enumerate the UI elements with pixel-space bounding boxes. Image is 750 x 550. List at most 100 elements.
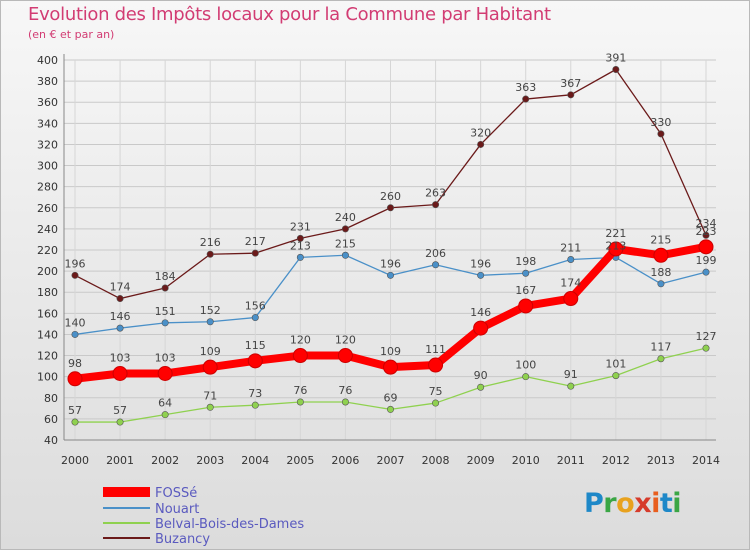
y-tick-label: 220 — [37, 244, 58, 257]
data-label: 240 — [335, 211, 356, 224]
data-label: 223 — [696, 225, 717, 238]
data-point — [702, 344, 710, 352]
data-point — [296, 234, 304, 242]
data-point — [202, 359, 218, 375]
chart-subtitle: (en € et par an) — [28, 28, 115, 41]
chart-title: Evolution des Impôts locaux pour la Comm… — [28, 4, 551, 25]
x-tick-label: 2004 — [241, 454, 269, 467]
data-point — [247, 353, 263, 369]
data-point — [653, 247, 669, 263]
data-label: 213 — [605, 239, 626, 252]
data-label: 90 — [474, 369, 488, 382]
data-point — [161, 284, 169, 292]
proxiti-logo: Proxiti — [584, 488, 682, 519]
data-label: 221 — [605, 227, 626, 240]
y-tick-label: 360 — [37, 96, 58, 109]
data-point — [657, 355, 665, 363]
logo-letter: t — [659, 488, 673, 519]
data-point — [206, 403, 214, 411]
data-point — [251, 314, 259, 322]
data-label: 111 — [425, 343, 446, 356]
x-tick-label: 2010 — [512, 454, 540, 467]
data-point — [567, 91, 575, 99]
data-point — [67, 371, 83, 387]
y-tick-label: 280 — [37, 181, 58, 194]
data-label: 196 — [380, 257, 401, 270]
data-point — [251, 249, 259, 257]
data-label: 152 — [200, 304, 221, 317]
x-tick-label: 2007 — [377, 454, 405, 467]
data-label: 188 — [650, 266, 671, 279]
data-label: 69 — [384, 391, 398, 404]
data-label: 217 — [245, 235, 266, 248]
data-label: 206 — [425, 247, 446, 260]
x-tick-label: 2012 — [602, 454, 630, 467]
data-label: 100 — [515, 359, 536, 372]
data-label: 103 — [110, 352, 131, 365]
data-label: 196 — [470, 257, 491, 270]
data-label: 184 — [155, 270, 176, 283]
x-tick-label: 2008 — [422, 454, 450, 467]
data-label: 231 — [290, 220, 311, 233]
legend-label: FOSSé — [155, 486, 197, 501]
logo-letter: i — [651, 488, 660, 519]
data-point — [477, 383, 485, 391]
data-label: 115 — [245, 339, 266, 352]
data-point — [518, 298, 534, 314]
y-tick-label: 380 — [37, 75, 58, 88]
data-point — [477, 140, 485, 148]
data-label: 263 — [425, 187, 446, 200]
y-tick-label: 260 — [37, 202, 58, 215]
data-point — [157, 366, 173, 381]
data-label: 213 — [290, 239, 311, 252]
data-point — [657, 280, 665, 288]
data-label: 140 — [65, 316, 86, 329]
data-label: 109 — [200, 345, 221, 358]
y-tick-label: 80 — [44, 392, 58, 405]
y-tick-label: 180 — [37, 286, 58, 299]
data-label: 216 — [200, 236, 221, 249]
data-point — [428, 357, 444, 373]
data-label: 367 — [560, 77, 581, 90]
data-point — [161, 319, 169, 327]
y-tick-label: 240 — [37, 223, 58, 236]
data-point — [477, 271, 485, 279]
data-point — [432, 261, 440, 269]
data-label: 73 — [248, 387, 262, 400]
data-label: 198 — [515, 255, 536, 268]
y-tick-label: 120 — [37, 350, 58, 363]
data-point — [206, 318, 214, 326]
data-point — [341, 251, 349, 259]
logo-letter: o — [616, 488, 635, 519]
data-label: 363 — [515, 81, 536, 94]
data-point — [698, 239, 714, 255]
data-point — [296, 398, 304, 406]
data-point — [386, 204, 394, 212]
data-point — [702, 268, 710, 276]
data-point — [71, 330, 79, 338]
data-label: 64 — [158, 397, 172, 410]
data-label: 156 — [245, 300, 266, 313]
data-point — [432, 201, 440, 209]
data-label: 120 — [335, 334, 356, 347]
data-label: 120 — [290, 334, 311, 347]
y-tick-label: 100 — [37, 371, 58, 384]
data-point — [161, 411, 169, 419]
logo-letter: i — [672, 488, 682, 519]
logo-letter: x — [634, 488, 652, 519]
data-label: 101 — [605, 358, 626, 371]
data-label: 215 — [335, 237, 356, 250]
data-label: 91 — [564, 368, 578, 381]
x-tick-label: 2003 — [196, 454, 224, 467]
data-point — [341, 398, 349, 406]
x-tick-label: 2011 — [557, 454, 585, 467]
data-label: 146 — [470, 306, 491, 319]
data-label: 391 — [605, 52, 626, 65]
y-tick-label: 60 — [44, 413, 58, 426]
data-point — [292, 348, 308, 364]
data-label: 330 — [650, 116, 671, 129]
data-point — [702, 231, 710, 239]
data-label: 76 — [338, 384, 352, 397]
data-point — [567, 382, 575, 390]
